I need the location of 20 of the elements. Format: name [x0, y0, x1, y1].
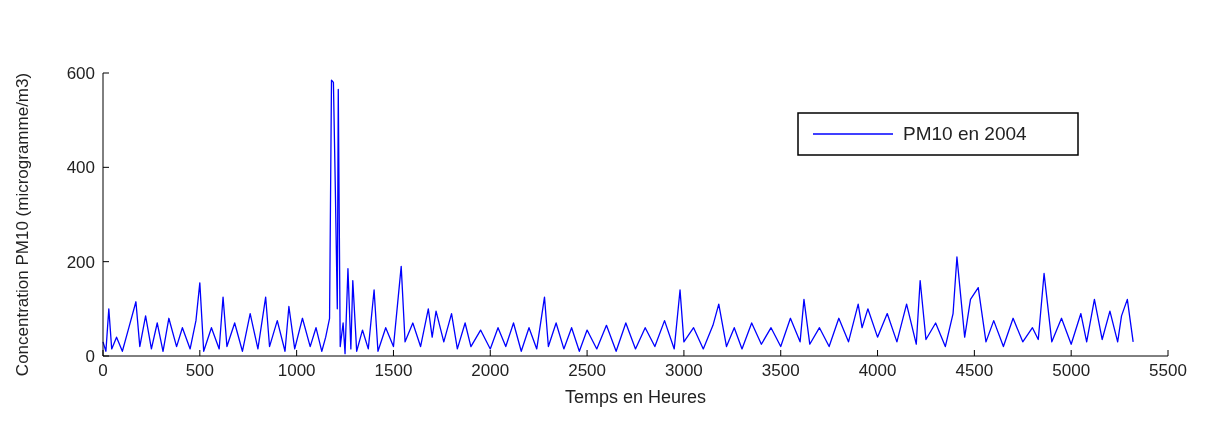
legend-label: PM10 en 2004: [903, 123, 1028, 144]
x-tick-label: 0: [98, 361, 108, 380]
y-axis-title: Concentration PM10 (microgramme/m3): [13, 72, 32, 377]
y-tick-label: 200: [66, 252, 95, 272]
x-tick-label: 1000: [277, 361, 316, 380]
x-tick-label: 500: [185, 361, 215, 380]
x-axis-title: Temps en Heures: [564, 387, 707, 407]
x-tick-label: 3000: [665, 361, 703, 380]
x-tick-label: 1500: [374, 361, 413, 380]
x-tick-label: 3500: [761, 361, 800, 380]
x-tick-label: 2500: [568, 361, 606, 380]
x-tick-label: 4500: [955, 361, 994, 380]
x-tick-label: 4000: [858, 361, 897, 380]
line-series: [102, 79, 1134, 355]
x-tick-label: 5000: [1052, 361, 1091, 380]
y-tick-label: 0: [85, 347, 95, 366]
y-tick-label: 600: [66, 64, 95, 83]
y-tick-label: 400: [66, 158, 95, 178]
x-tick-label: 5500: [1149, 361, 1187, 380]
x-tick-label: 2000: [471, 361, 510, 380]
